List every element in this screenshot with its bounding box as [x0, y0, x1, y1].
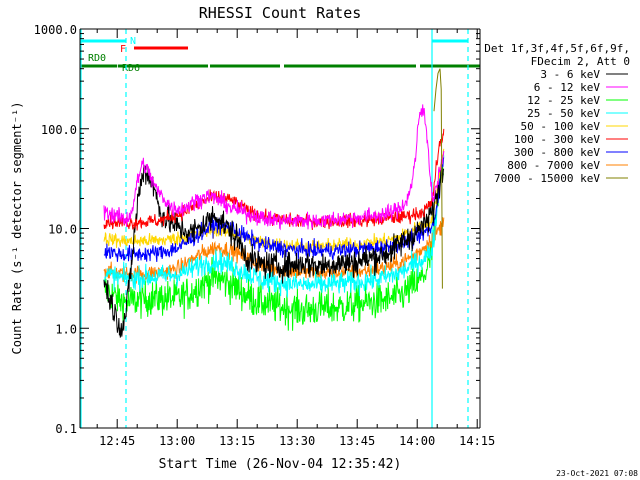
x-tick-label: 13:30 [279, 434, 315, 448]
y-tick-label: 0.1 [55, 422, 77, 436]
y-tick-label: 10.0 [48, 223, 77, 237]
legend-header-line-1: Det 1f,3f,4f,5f,6f,9f, [484, 42, 630, 55]
series-line-3 [103, 153, 445, 298]
flare-label: F [120, 44, 126, 55]
chart-title: RHESSI Count Rates [199, 4, 362, 22]
legend-label-6: 300 - 800 keV [514, 146, 600, 159]
y-tick-label: 1.0 [55, 322, 77, 336]
legend-label-5: 100 - 300 keV [514, 133, 600, 146]
x-tick-label: 14:00 [399, 434, 435, 448]
series-line-0 [103, 164, 445, 338]
legend-label-4: 50 - 100 keV [521, 120, 601, 133]
decimation-label-rd0: RD0 [88, 53, 106, 64]
legend-label-3: 25 - 50 keV [527, 107, 600, 120]
legend-label-8: 7000 - 15000 keV [494, 172, 600, 185]
series-line-1 [103, 104, 445, 231]
night-label: N [130, 36, 136, 47]
plot-data-area: NF RD0 RD6 [80, 29, 480, 428]
x-tick-label: 12:45 [99, 434, 135, 448]
x-tick-label: 13:00 [159, 434, 195, 448]
x-tick-label: 13:15 [219, 434, 255, 448]
decimation-label-rd6: RD6 [122, 63, 140, 74]
legend-header-line-2: FDecim 2, Att 0 [531, 55, 630, 68]
series-line-8 [433, 68, 443, 289]
y-tick-label: 100.0 [41, 123, 77, 137]
plot-frame: 0.1 1.0 10.0 100.0 1000.0 12:45 13:00 13:15 13:3… [34, 23, 496, 448]
y-axis-label: Count Rate (s⁻¹ detector segment⁻¹) [10, 102, 24, 355]
legend-label-0: 3 - 6 keV [540, 68, 600, 81]
timestamp: 23-Oct-2021 07:08 [556, 469, 638, 478]
x-tick-label: 14:15 [459, 434, 495, 448]
x-axis-label: Start Time (26-Nov-04 12:35:42) [159, 457, 402, 472]
series-line-6 [103, 157, 445, 262]
series-line-2 [103, 154, 445, 331]
y-tick-label: 1000.0 [34, 23, 77, 37]
legend-label-7: 800 - 7000 keV [507, 159, 600, 172]
legend-label-2: 12 - 25 keV [527, 94, 600, 107]
legend-label-1: 6 - 12 keV [534, 81, 601, 94]
x-tick-label: 13:45 [339, 434, 375, 448]
